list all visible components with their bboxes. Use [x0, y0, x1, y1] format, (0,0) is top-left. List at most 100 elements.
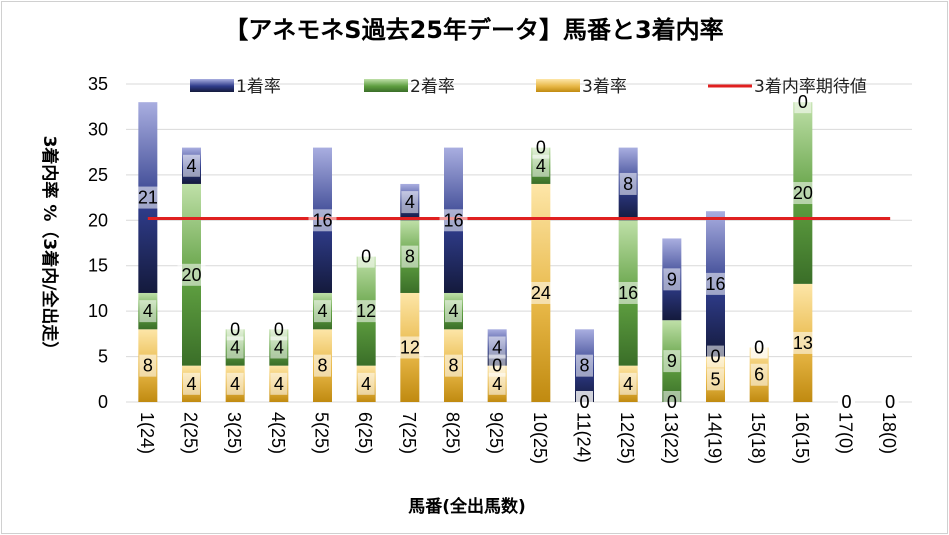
- data-label: 0: [536, 138, 546, 158]
- legend-swatch: [536, 79, 580, 92]
- data-label: 12: [356, 301, 376, 321]
- x-tick-label: 15(18): [748, 412, 768, 464]
- data-label-bg: [614, 281, 643, 304]
- data-label-bg: [788, 182, 817, 205]
- data-label: 16: [618, 283, 638, 303]
- data-label: 0: [274, 319, 284, 339]
- data-label-bg: [750, 336, 768, 359]
- data-label: 24: [531, 283, 551, 303]
- x-axis-ticks: 1(24) 2(25) 3(25) 4(25) 5(25) 6(25) 7(25) 8(25)…: [137, 412, 899, 464]
- data-label: 4: [492, 374, 502, 394]
- data-label: 4: [492, 337, 502, 357]
- data-label-bg: [619, 372, 637, 395]
- y-tick-label: 25: [88, 165, 108, 185]
- x-tick-label: 17(0): [836, 412, 856, 454]
- data-label: 4: [405, 192, 415, 212]
- x-tick-label: 8(25): [443, 412, 463, 454]
- data-label-bg: [576, 354, 593, 377]
- data-label: 16: [312, 210, 332, 230]
- data-label: 16: [705, 274, 725, 294]
- data-label: 0: [798, 92, 808, 112]
- data-label: 4: [230, 374, 240, 394]
- data-label-bg: [445, 300, 462, 323]
- x-tick-label: 5(25): [312, 412, 332, 454]
- data-label: 0: [754, 337, 764, 357]
- legend-label: 3着率: [582, 77, 627, 97]
- y-axis-ticks: 0 5 10 15 20 25 30 35: [88, 74, 108, 412]
- data-label: 4: [143, 301, 153, 321]
- data-label: 8: [448, 356, 458, 376]
- data-label: 4: [536, 156, 546, 176]
- legend-label: 1着率: [236, 77, 281, 97]
- data-label-bg: [314, 300, 331, 323]
- data-label-bg: [270, 336, 288, 359]
- data-label-bg: [663, 350, 681, 373]
- data-label: 0: [492, 356, 502, 376]
- data-label-bg: [532, 154, 550, 177]
- y-tick-label: 35: [88, 74, 108, 94]
- legend-label: 3着内率期待値: [754, 77, 867, 97]
- data-label-bg: [619, 172, 637, 195]
- data-label-bg: [794, 91, 812, 114]
- data-label-bg: [526, 281, 555, 304]
- data-label-bg: [139, 354, 157, 377]
- legend-swatch: [190, 79, 234, 92]
- data-label-bg: [488, 354, 506, 377]
- data-label: 13: [793, 333, 813, 353]
- data-label: 4: [623, 374, 633, 394]
- data-label-bg: [139, 300, 157, 323]
- x-tick-label: 6(25): [355, 412, 375, 454]
- data-label: 4: [317, 301, 327, 321]
- data-label: 5: [710, 369, 720, 389]
- data-label: 9: [667, 351, 677, 371]
- data-label-bg: [357, 245, 375, 268]
- data-label-bg: [401, 245, 419, 268]
- data-label: 16: [443, 210, 463, 230]
- data-label-bg: [532, 136, 550, 159]
- data-label-bg: [707, 368, 724, 391]
- y-tick-label: 20: [88, 210, 108, 230]
- x-tick-label: 10(25): [530, 412, 550, 464]
- x-tick-label: 2(25): [181, 412, 201, 454]
- data-label-bg: [445, 354, 462, 377]
- data-label: 0: [710, 347, 720, 367]
- data-label-bg: [226, 318, 244, 341]
- data-label: 4: [274, 374, 284, 394]
- data-label: 21: [138, 188, 158, 208]
- data-label-bg: [183, 372, 200, 395]
- data-label-bg: [488, 372, 506, 395]
- data-label: 0: [230, 319, 240, 339]
- data-label: 8: [143, 356, 153, 376]
- y-axis-title: 3着内率 %（3着内/全出走）: [39, 136, 60, 359]
- data-label-bg: [352, 300, 381, 323]
- chart-title: 【アネモネS過去25年データ】馬番と3着内率: [224, 16, 723, 44]
- x-tick-label: 4(25): [268, 412, 288, 454]
- data-label: 4: [186, 374, 196, 394]
- data-label-bg: [838, 391, 855, 413]
- x-tick-label: 11(24): [574, 412, 594, 463]
- x-tick-label: 9(25): [486, 412, 506, 454]
- data-label-bg: [395, 336, 424, 359]
- data-label: 20: [181, 265, 201, 285]
- data-label-bg: [750, 363, 768, 386]
- data-label-bg: [401, 191, 419, 214]
- data-label-bg: [663, 391, 681, 413]
- data-label: 0: [667, 392, 677, 412]
- legend-swatch: [364, 79, 408, 92]
- data-label-bg: [226, 336, 244, 359]
- data-label-bg: [314, 354, 331, 377]
- x-tick-label: 16(15): [792, 412, 812, 464]
- data-label-bg: [707, 345, 724, 368]
- data-label: 8: [579, 356, 589, 376]
- y-tick-label: 15: [88, 256, 108, 276]
- data-labels: 8421420444044084164120128484164042440008…: [133, 91, 899, 413]
- data-label: 20: [793, 183, 813, 203]
- data-label-bg: [183, 154, 200, 177]
- data-label: 9: [667, 269, 677, 289]
- legend: 1着率 2着率 3着率 3着内率期待値: [190, 77, 867, 97]
- x-tick-label: 12(25): [617, 412, 637, 464]
- data-label-bg: [881, 391, 899, 413]
- data-label: 0: [841, 392, 851, 412]
- x-tick-label: 1(24): [137, 412, 157, 454]
